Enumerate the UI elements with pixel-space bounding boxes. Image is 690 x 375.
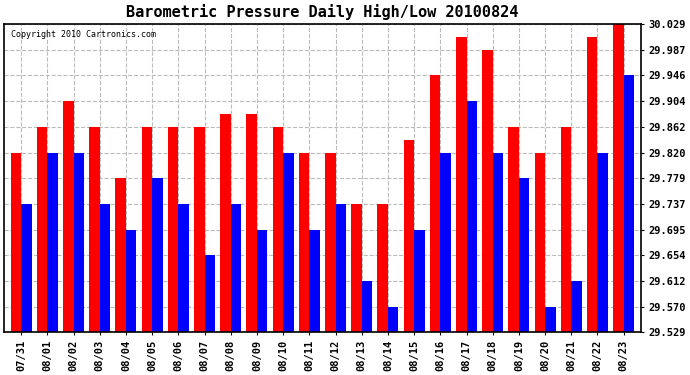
- Bar: [377, 204, 388, 332]
- Bar: [194, 127, 204, 332]
- Bar: [21, 204, 32, 332]
- Bar: [624, 75, 634, 332]
- Bar: [335, 204, 346, 332]
- Bar: [204, 255, 215, 332]
- Bar: [152, 178, 163, 332]
- Bar: [220, 114, 230, 332]
- Bar: [561, 127, 571, 332]
- Bar: [299, 153, 309, 332]
- Title: Barometric Pressure Daily High/Low 20100824: Barometric Pressure Daily High/Low 20100…: [126, 4, 519, 20]
- Bar: [571, 281, 582, 332]
- Bar: [466, 101, 477, 332]
- Bar: [89, 127, 100, 332]
- Bar: [273, 127, 283, 332]
- Bar: [519, 178, 529, 332]
- Bar: [168, 127, 178, 332]
- Bar: [178, 204, 189, 332]
- Bar: [545, 307, 555, 332]
- Bar: [362, 281, 372, 332]
- Bar: [257, 230, 268, 332]
- Bar: [351, 204, 362, 332]
- Bar: [141, 127, 152, 332]
- Bar: [48, 153, 58, 332]
- Bar: [246, 114, 257, 332]
- Bar: [37, 127, 48, 332]
- Bar: [100, 204, 110, 332]
- Bar: [587, 37, 598, 332]
- Bar: [230, 204, 241, 332]
- Bar: [11, 153, 21, 332]
- Bar: [126, 230, 137, 332]
- Bar: [509, 127, 519, 332]
- Bar: [388, 307, 398, 332]
- Bar: [535, 153, 545, 332]
- Bar: [482, 50, 493, 332]
- Bar: [598, 153, 608, 332]
- Bar: [613, 24, 624, 332]
- Bar: [74, 153, 84, 332]
- Bar: [325, 153, 335, 332]
- Bar: [456, 37, 466, 332]
- Bar: [414, 230, 424, 332]
- Bar: [493, 153, 503, 332]
- Bar: [440, 153, 451, 332]
- Bar: [430, 75, 440, 332]
- Bar: [283, 153, 294, 332]
- Bar: [115, 178, 126, 332]
- Bar: [404, 141, 414, 332]
- Bar: [63, 101, 74, 332]
- Bar: [309, 230, 319, 332]
- Text: Copyright 2010 Cartronics.com: Copyright 2010 Cartronics.com: [10, 30, 155, 39]
